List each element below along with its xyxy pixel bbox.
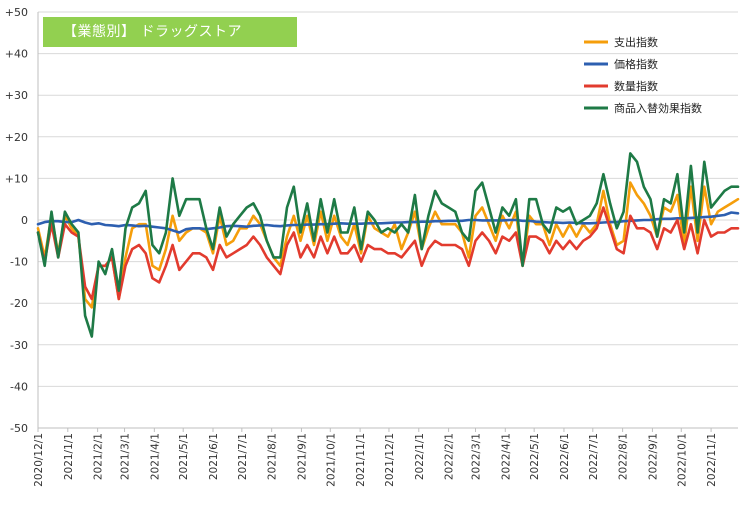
x-tick-label: 2022/2/1 — [444, 433, 456, 480]
x-tick-label: 2021/7/1 — [237, 433, 249, 480]
x-tick-label: 2022/8/1 — [618, 433, 630, 480]
x-tick-label: 2021/1/1 — [63, 433, 75, 480]
y-tick-label: -40 — [10, 380, 28, 393]
x-tick-label: 2022/11/1 — [706, 433, 718, 487]
x-tick-label: 2022/3/1 — [471, 433, 483, 480]
x-tick-label: 2021/12/1 — [384, 433, 396, 487]
x-tick-label: 2022/7/1 — [588, 433, 600, 480]
y-tick-label: +10 — [5, 172, 28, 185]
legend-label: 支出指数 — [614, 35, 658, 49]
y-tick-label: -30 — [10, 339, 28, 352]
y-tick-label: -50 — [10, 422, 28, 435]
series-line-1 — [36, 211, 740, 234]
x-tick-label: 2021/6/1 — [208, 433, 220, 480]
y-axis-ticks: +50 +40 +30 +20 +10 0 -10 -20 -30 -40 -50 — [5, 6, 28, 435]
x-tick-label: 2022/6/1 — [559, 433, 571, 480]
x-tick-label: 2022/9/1 — [647, 433, 659, 480]
x-tick-label: 2021/5/1 — [178, 433, 190, 480]
legend-label: 商品入替効果指数 — [614, 101, 702, 115]
x-tick-label: 2021/2/1 — [93, 433, 105, 480]
x-tick-label: 2021/3/1 — [120, 433, 132, 480]
y-tick-label: 0 — [21, 214, 28, 227]
y-tick-label: -20 — [10, 297, 28, 310]
x-tick-label: 2021/9/1 — [296, 433, 308, 480]
x-tick-label: 2022/4/1 — [500, 433, 512, 480]
x-tick-label: 2021/8/1 — [267, 433, 279, 480]
x-axis-ticks: 2020/12/1 2021/1/1 2021/2/1 2021/3/1 2021/4/… — [33, 428, 718, 487]
x-tick-label: 2021/10/1 — [325, 433, 337, 487]
series-line-3 — [36, 152, 740, 338]
y-tick-label: +20 — [5, 131, 28, 144]
y-tick-label: +40 — [5, 48, 28, 61]
legend-label: 数量指数 — [614, 79, 658, 93]
series-lines — [36, 152, 740, 338]
x-tick-label: 2021/11/1 — [355, 433, 367, 487]
x-tick-label: 2021/4/1 — [149, 433, 161, 480]
x-tick-label: 2022/1/1 — [414, 433, 426, 480]
x-tick-label: 2020/12/1 — [33, 433, 45, 487]
series-line-0 — [36, 181, 740, 309]
series-line-2 — [36, 206, 740, 301]
x-tick-label: 2022/5/1 — [529, 433, 541, 480]
chart-title: 【業態別】 ドラッグストア — [43, 17, 297, 47]
x-tick-label: 2022/10/1 — [676, 433, 688, 487]
y-tick-label: -10 — [10, 256, 28, 269]
y-tick-label: +50 — [5, 6, 28, 19]
legend-label: 価格指数 — [614, 57, 658, 71]
y-tick-label: +30 — [5, 89, 28, 102]
